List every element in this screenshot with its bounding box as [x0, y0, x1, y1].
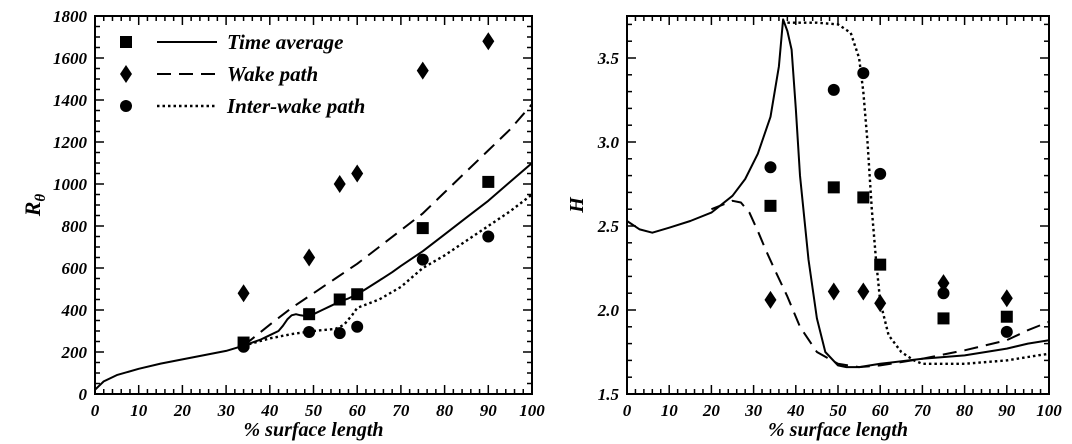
data-point-circle	[351, 320, 364, 333]
y-tick-label: 1400	[53, 91, 88, 110]
data-point-circle	[874, 167, 887, 180]
x-tick-label: 60	[349, 401, 367, 420]
x-tick-label: 20	[702, 401, 721, 420]
x-tick-label: 10	[661, 401, 679, 420]
series-line-dashed	[711, 199, 1049, 369]
data-point-diamond	[857, 282, 870, 301]
data-point-square	[857, 191, 870, 204]
data-point-circle	[333, 327, 346, 340]
x-tick-label: 0	[623, 401, 632, 420]
legend-marker-circle	[120, 100, 132, 112]
series-line-dotted	[243, 193, 532, 347]
data-point-diamond	[303, 248, 316, 267]
plot-frame	[626, 15, 1050, 395]
data-point-circle	[303, 326, 316, 339]
x-tick-label: 70	[392, 401, 410, 420]
data-point-circle	[764, 161, 777, 174]
x-tick-label: 60	[872, 401, 890, 420]
x-axis-title: % surface length	[244, 419, 384, 441]
legend-label: Wake path	[227, 62, 318, 86]
x-tick-label: 80	[956, 401, 974, 420]
x-tick-label: 50	[305, 401, 323, 420]
x-tick-label: 40	[786, 401, 805, 420]
legend: Time average Wake path Inter-wake path	[120, 30, 365, 118]
chart-panel-1: 0 10 20 30 40 50 60 70 80 90 100020040060080010001…	[20, 7, 545, 441]
y-axis-title-main: R	[20, 202, 45, 218]
data-point-square	[303, 308, 316, 321]
y-axis-title: H	[566, 196, 588, 214]
legend-label: Inter-wake path	[226, 94, 365, 118]
y-tick-label: 0	[79, 385, 88, 404]
data-point-diamond	[764, 290, 777, 309]
data-point-diamond	[237, 284, 250, 303]
x-tick-label: 40	[260, 401, 279, 420]
y-tick-label: 3.5	[597, 49, 620, 68]
x-tick-label: 90	[480, 401, 498, 420]
y-tick-label: 2.0	[597, 301, 620, 320]
y-tick-label: 1000	[53, 175, 88, 194]
y-tick-label: 600	[62, 259, 88, 278]
y-tick-label: 800	[62, 217, 88, 236]
x-tick-label: 100	[1036, 401, 1062, 420]
data-point-diamond	[416, 61, 429, 80]
x-tick-label: 70	[914, 401, 932, 420]
data-point-circle	[827, 83, 840, 96]
series-line-dotted	[787, 21, 1049, 365]
legend-label: Time average	[227, 30, 343, 54]
legend-marker-square	[120, 36, 132, 48]
x-tick-label: 80	[436, 401, 454, 420]
y-tick-label: 400	[61, 301, 88, 320]
x-tick-label: 20	[173, 401, 192, 420]
x-axis-title: % surface length	[768, 419, 908, 441]
data-point-square	[482, 175, 495, 188]
y-axis-title: Rθ	[20, 194, 49, 218]
data-point-square	[333, 293, 346, 306]
x-tick-label: 30	[217, 401, 236, 420]
data-point-circle	[237, 340, 250, 353]
y-axis-title-sub: θ	[33, 194, 49, 202]
data-point-circle	[937, 287, 950, 300]
y-tick-label: 1.5	[598, 385, 620, 404]
data-point-circle	[416, 253, 429, 266]
data-point-square	[1000, 310, 1013, 323]
y-tick-label: 3.0	[597, 133, 620, 152]
series-line-dashed	[242, 103, 532, 347]
legend-marker-diamond	[120, 65, 132, 83]
chart-panel-2: 0 10 20 30 40 50 60 70 80 90 100 1.5 2.0 2.5 3.0 3.5 % s…	[566, 15, 1062, 441]
y-tick-label: 1200	[53, 133, 88, 152]
data-point-diamond	[1000, 289, 1013, 308]
x-tick-label: 10	[130, 401, 148, 420]
y-tick-label: 1800	[53, 7, 88, 26]
data-point-square	[416, 222, 429, 235]
data-point-square	[827, 181, 840, 194]
data-point-diamond	[482, 32, 495, 51]
data-point-square	[764, 199, 777, 212]
data-point-square	[937, 312, 950, 325]
x-tick-label: 0	[91, 401, 100, 420]
data-point-circle	[857, 67, 870, 80]
series-line-solid	[95, 162, 532, 391]
data-point-diamond	[333, 175, 346, 193]
x-tick-label: 90	[998, 401, 1016, 420]
data-point-circle	[482, 230, 495, 243]
data-point-square	[351, 288, 364, 301]
x-tick-label: 30	[744, 401, 763, 420]
y-tick-label: 200	[61, 343, 88, 362]
x-tick-label: 50	[830, 401, 848, 420]
y-tick-label: 1600	[53, 49, 88, 68]
data-point-diamond	[874, 294, 887, 313]
x-tick-label: 100	[519, 401, 545, 420]
data-point-diamond	[937, 274, 950, 293]
data-point-circle	[1000, 325, 1013, 338]
data-point-diamond	[351, 164, 364, 183]
data-point-diamond	[827, 282, 840, 301]
y-tick-label: 2.5	[597, 217, 620, 236]
